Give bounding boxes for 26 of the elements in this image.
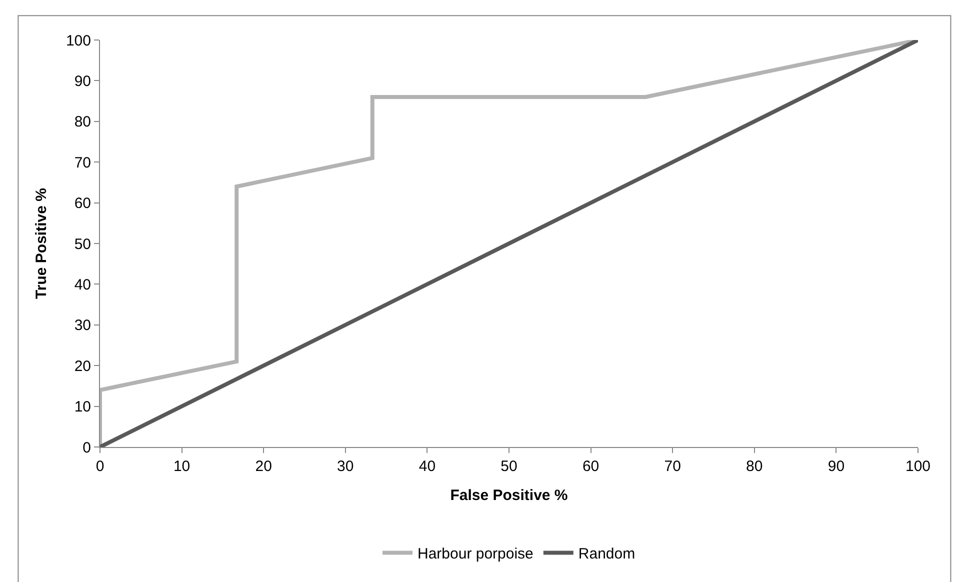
- x-tick-label: 40: [418, 458, 436, 475]
- x-tick-label: 20: [255, 458, 272, 475]
- x-tick-label: 0: [96, 458, 104, 475]
- y-tick-label: 100: [66, 32, 91, 50]
- legend-label: Random: [578, 546, 636, 563]
- x-tick-label: 50: [500, 458, 518, 475]
- legend-label: Harbour porpoise: [418, 546, 534, 563]
- x-tick-label: 10: [173, 458, 190, 475]
- y-tick-label: 70: [74, 154, 91, 172]
- y-tick-label: 80: [74, 114, 91, 131]
- x-tick-label: 30: [337, 458, 354, 475]
- x-tick-label: 100: [905, 458, 931, 475]
- x-tick-label: 70: [664, 458, 681, 475]
- y-tick-label: 0: [82, 439, 91, 456]
- x-axis-title: False Positive %: [450, 487, 568, 504]
- y-tick-label: 90: [74, 72, 91, 90]
- y-tick-label: 20: [74, 358, 91, 375]
- y-tick-label: 50: [74, 236, 91, 253]
- x-tick-label: 60: [582, 458, 600, 475]
- y-tick-label: 60: [74, 195, 91, 212]
- y-tick-label: 30: [74, 317, 91, 334]
- x-tick-label: 80: [746, 458, 763, 475]
- y-tick-label: 40: [74, 276, 91, 294]
- y-axis-title: True Positive %: [33, 188, 50, 299]
- x-tick-label: 90: [828, 458, 845, 475]
- y-tick-label: 10: [74, 398, 91, 416]
